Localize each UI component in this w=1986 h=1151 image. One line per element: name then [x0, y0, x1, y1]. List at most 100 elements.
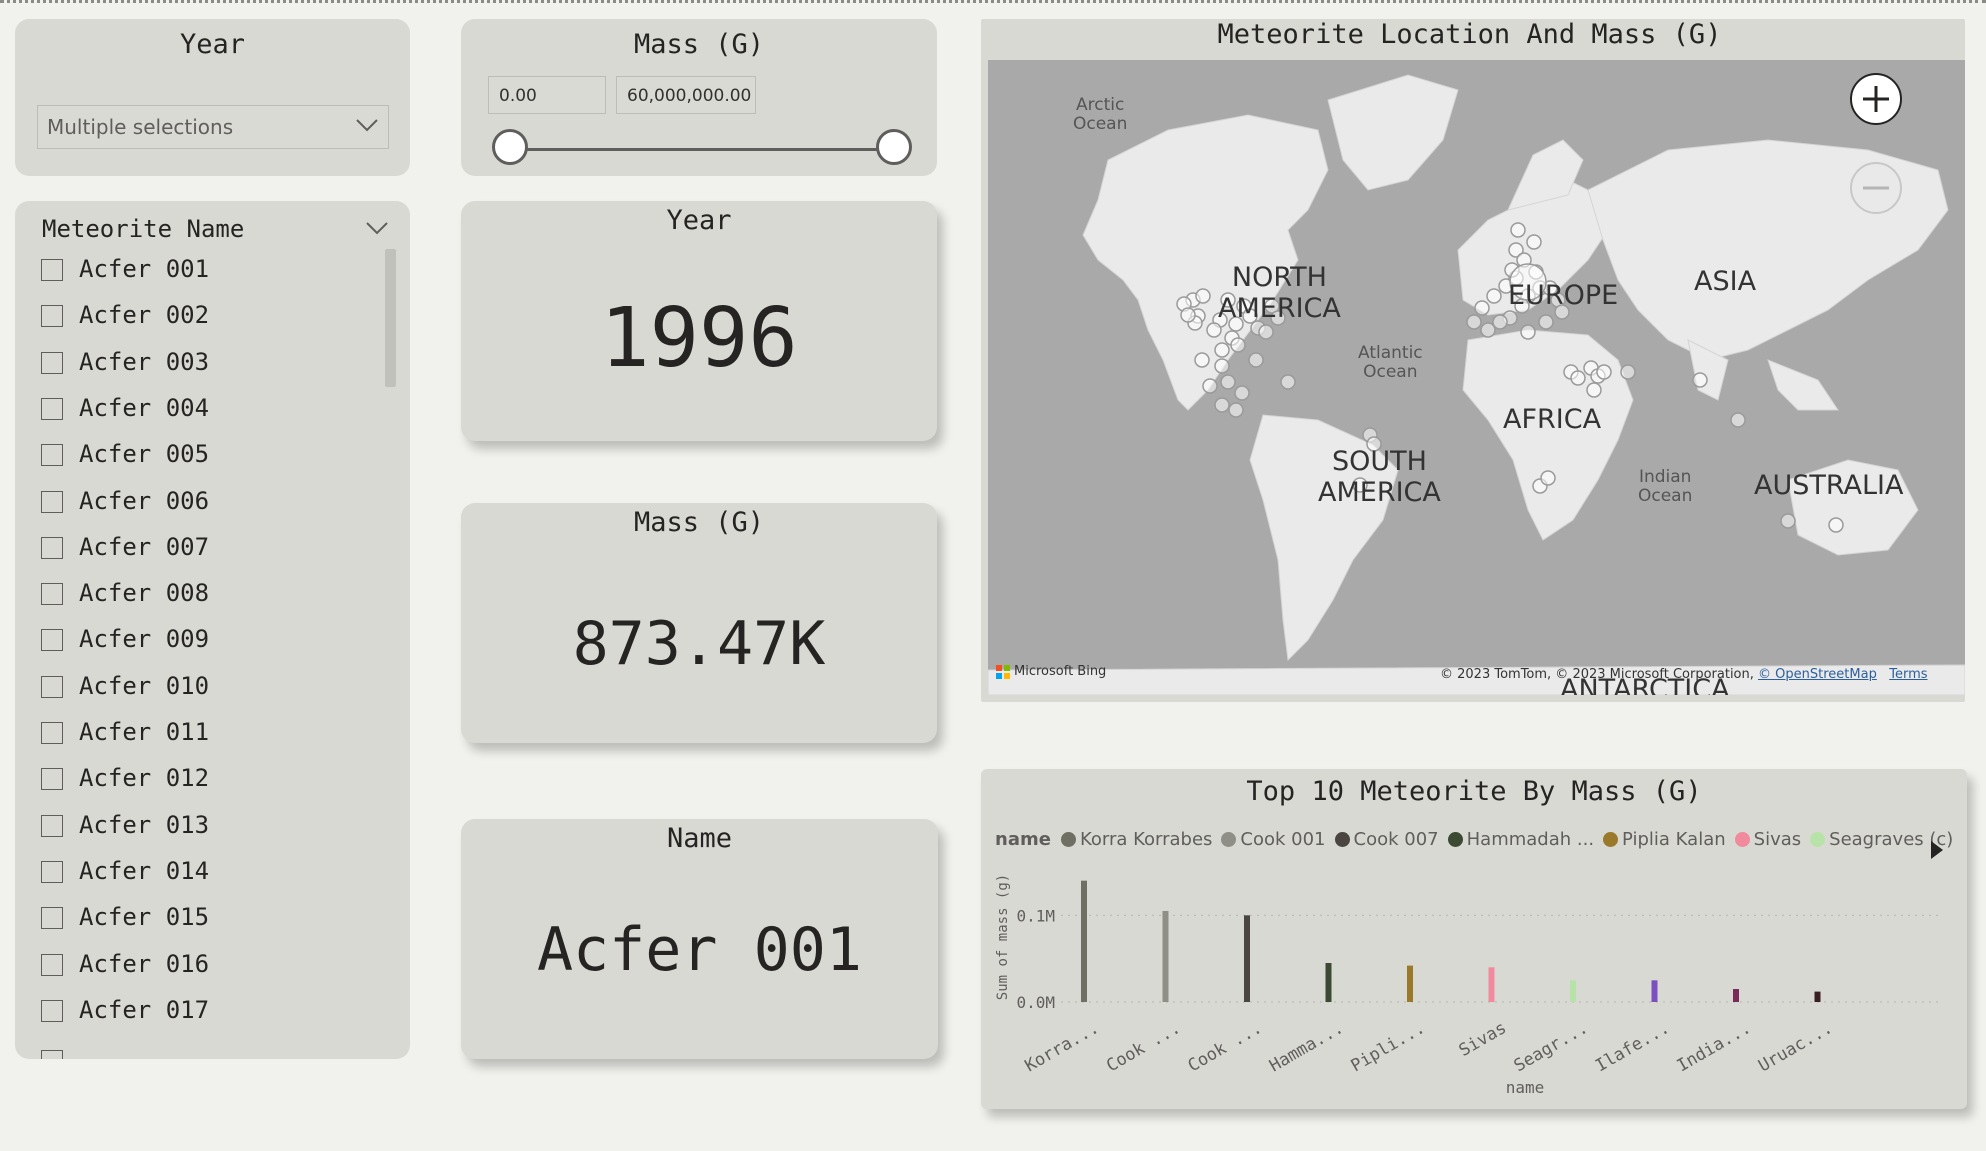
checkbox[interactable]: [41, 768, 63, 791]
checkbox[interactable]: [41, 907, 63, 930]
checkbox[interactable]: [41, 675, 63, 698]
meteorite-location-point[interactable]: [1228, 316, 1244, 332]
meteorite-location-point[interactable]: [1220, 292, 1236, 308]
checkbox[interactable]: [41, 583, 63, 606]
bar[interactable]: [1162, 911, 1169, 1002]
meteorite-location-point[interactable]: [1520, 324, 1536, 340]
checkbox[interactable]: [41, 305, 63, 328]
checkbox[interactable]: [41, 953, 63, 976]
legend-item[interactable]: Cook 001: [1221, 829, 1326, 850]
chevron-down-icon[interactable]: [366, 221, 388, 235]
zoom-in-button[interactable]: [1850, 73, 1902, 125]
checkbox[interactable]: [41, 397, 63, 420]
meteorite-location-point[interactable]: [1228, 402, 1244, 418]
bar[interactable]: [1081, 880, 1087, 1002]
checkbox[interactable]: [41, 536, 63, 559]
meteorite-location-point[interactable]: [1214, 342, 1230, 358]
triangle-right-icon[interactable]: [1929, 839, 1945, 861]
checkbox[interactable]: [41, 860, 63, 883]
meteorite-location-point[interactable]: [1214, 358, 1230, 374]
list-scrollbar[interactable]: [385, 249, 396, 387]
meteorite-location-point[interactable]: [1540, 470, 1556, 486]
zoom-out-button[interactable]: [1850, 162, 1902, 214]
terms-link[interactable]: Terms: [1889, 667, 1928, 682]
meteorite-location-point[interactable]: [1195, 288, 1211, 304]
y-axis-label: Sum of mass (g): [995, 874, 1011, 1000]
meteorite-location-point[interactable]: [1352, 477, 1368, 493]
meteorite-location-point[interactable]: [1206, 322, 1222, 338]
list-item-label: Acfer 010: [79, 671, 210, 700]
legend-item[interactable]: Cook 007: [1334, 829, 1439, 850]
meteorite-location-point[interactable]: [1596, 364, 1612, 380]
meteorite-location-point[interactable]: [1510, 222, 1526, 238]
checkbox[interactable]: [41, 444, 63, 467]
osm-link[interactable]: © OpenStreetMap: [1758, 667, 1877, 682]
meteorite-location-point[interactable]: [1474, 300, 1490, 316]
year-slicer: Year Multiple selections: [15, 19, 410, 176]
bar[interactable]: [1244, 915, 1250, 1002]
meteorite-location-point[interactable]: [1620, 364, 1636, 380]
meteorite-location-point[interactable]: [1242, 308, 1258, 324]
meteorite-location-point[interactable]: [1538, 314, 1554, 330]
mass-max-input[interactable]: 60,000,000.00: [616, 76, 756, 114]
meteorite-location-point[interactable]: [1230, 337, 1246, 353]
checkbox[interactable]: [41, 259, 63, 281]
kpi-mass-title: Mass (G): [633, 507, 765, 538]
meteorite-location-point[interactable]: [1264, 298, 1280, 314]
meteorite-location-point[interactable]: [1486, 288, 1502, 304]
meteorite-location-point[interactable]: [1202, 378, 1218, 394]
meteorite-location-point[interactable]: [1220, 374, 1236, 390]
meteorite-location-point[interactable]: [1508, 242, 1524, 258]
meteorite-location-point[interactable]: [1692, 372, 1708, 388]
legend-item[interactable]: Seagraves (c): [1810, 829, 1953, 850]
checkbox[interactable]: [41, 999, 63, 1022]
meteorite-location-point[interactable]: [1554, 304, 1570, 320]
checkbox[interactable]: [41, 1050, 63, 1059]
legend-item[interactable]: Korra Korrabes: [1060, 829, 1212, 850]
bar[interactable]: [1407, 965, 1413, 1002]
mass-slider-min-handle[interactable]: [492, 129, 528, 165]
bar[interactable]: [1570, 980, 1576, 1002]
meteorite-location-point[interactable]: [1828, 517, 1844, 533]
bar[interactable]: [1814, 991, 1821, 1002]
checkbox[interactable]: [41, 722, 63, 744]
checkbox[interactable]: [41, 814, 63, 837]
list-item-label: Acfer 005: [79, 440, 210, 469]
meteorite-location-point[interactable]: [1492, 314, 1508, 330]
legend-item[interactable]: Hammadah ...: [1447, 829, 1594, 850]
meteorite-location-point[interactable]: [1194, 352, 1210, 368]
checkbox[interactable]: [41, 629, 63, 652]
meteorite-location-point[interactable]: [1258, 324, 1274, 340]
meteorite-location-point[interactable]: [1480, 322, 1496, 338]
mass-slider-track[interactable]: [511, 148, 896, 151]
meteorite-location-point[interactable]: [1586, 382, 1602, 398]
meteorite-location-point[interactable]: [1270, 310, 1286, 326]
year-dropdown[interactable]: Multiple selections: [37, 105, 389, 149]
bar[interactable]: [1651, 980, 1658, 1002]
bar[interactable]: [1325, 963, 1332, 1002]
meteorite-location-point[interactable]: [1466, 314, 1482, 330]
meteorite-location-point[interactable]: [1570, 370, 1586, 386]
meteorite-location-point[interactable]: [1366, 436, 1382, 452]
meteorite-location-point[interactable]: [1234, 385, 1250, 401]
meteorite-location-point[interactable]: [1248, 352, 1264, 368]
meteorite-location-point[interactable]: [1780, 513, 1796, 529]
map-label-indian: Indian Ocean: [1638, 467, 1693, 506]
checkbox[interactable]: [41, 351, 63, 374]
meteorite-location-point[interactable]: [1509, 263, 1547, 301]
mass-slider-max-handle[interactable]: [876, 129, 912, 165]
checkbox[interactable]: [41, 490, 63, 513]
mass-min-input[interactable]: 0.00: [488, 76, 606, 114]
bar[interactable]: [1488, 967, 1495, 1002]
meteorite-location-point[interactable]: [1526, 234, 1542, 250]
map-canvas[interactable]: Arctic Ocean NORTH AMERICA EUROPE ASIA A…: [988, 60, 1965, 695]
meteorite-location-point[interactable]: [1730, 412, 1746, 428]
meteorite-location-point[interactable]: [1180, 307, 1196, 323]
map-label-north-america: NORTH AMERICA: [1218, 262, 1341, 324]
list-item-label: Acfer 012: [79, 764, 210, 793]
meteorite-location-point[interactable]: [1280, 374, 1296, 390]
legend-item[interactable]: Piplia Kalan: [1603, 829, 1726, 850]
bar[interactable]: [1733, 989, 1739, 1002]
meteorite-location-point[interactable]: [1214, 397, 1230, 413]
legend-item[interactable]: Sivas: [1734, 829, 1801, 850]
